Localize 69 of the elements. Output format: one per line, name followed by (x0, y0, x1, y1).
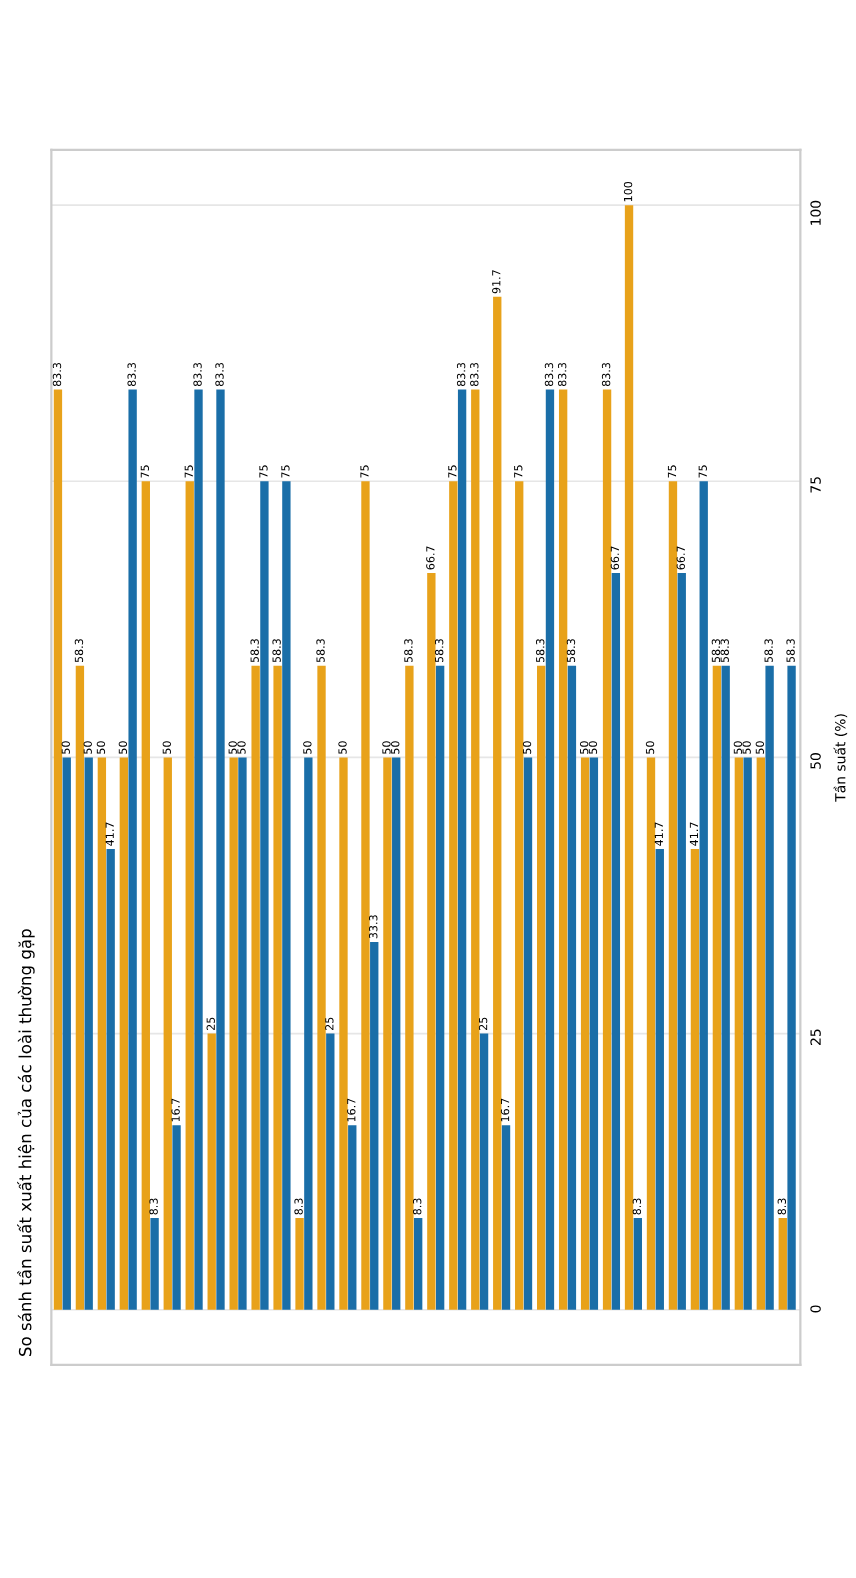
bar (778, 1218, 787, 1310)
bar (479, 1033, 489, 1310)
bar (414, 1218, 423, 1310)
bar (501, 1125, 511, 1310)
bar (611, 572, 621, 1310)
bar (282, 481, 291, 1310)
bar (602, 389, 612, 1310)
bar (317, 665, 326, 1310)
bar (787, 665, 796, 1310)
bar (589, 757, 599, 1310)
bar (523, 757, 533, 1310)
bar (84, 757, 93, 1310)
bar (734, 757, 744, 1310)
bar (172, 1125, 181, 1310)
bar (435, 665, 445, 1310)
bar (646, 757, 656, 1310)
bar (75, 665, 85, 1310)
bar (567, 665, 577, 1310)
bar (383, 757, 392, 1310)
bar (150, 1218, 159, 1310)
bar (207, 1033, 216, 1310)
bar (97, 757, 107, 1310)
bar (449, 481, 458, 1310)
bar (339, 757, 348, 1310)
bar (668, 481, 678, 1310)
bar (348, 1125, 357, 1310)
bar (194, 389, 203, 1310)
bar (304, 757, 313, 1310)
bar (405, 665, 414, 1310)
bar (238, 757, 247, 1310)
bar (273, 665, 282, 1310)
bar (119, 757, 129, 1310)
bar (427, 572, 436, 1310)
bar (62, 757, 71, 1310)
bar (106, 849, 115, 1310)
bar (624, 205, 634, 1310)
bar (721, 665, 730, 1310)
text: So sánh tần suất xuất hiện của các loài thường gặp (17, 929, 35, 1356)
bar (756, 757, 765, 1310)
bar (633, 1218, 642, 1310)
bar (471, 389, 480, 1310)
bar (580, 757, 590, 1310)
bar (515, 481, 524, 1310)
bar (457, 389, 467, 1310)
bar (326, 1033, 335, 1310)
bar (229, 757, 238, 1310)
bar (251, 665, 260, 1310)
bar (712, 665, 722, 1310)
bar (361, 481, 370, 1310)
bar (128, 389, 137, 1310)
bar (699, 481, 708, 1310)
bar (163, 757, 172, 1310)
bar (677, 572, 686, 1310)
bar (558, 389, 568, 1310)
bar (216, 389, 225, 1310)
bar (743, 757, 752, 1310)
bar (141, 481, 150, 1310)
bar (295, 1218, 304, 1310)
bar (185, 481, 194, 1310)
bar (765, 665, 774, 1310)
bar (370, 941, 379, 1310)
bar (53, 389, 63, 1310)
bar (392, 757, 401, 1310)
bar (690, 849, 700, 1310)
bar (537, 665, 546, 1310)
bar (545, 389, 555, 1310)
bar (493, 296, 502, 1310)
bar (655, 849, 664, 1310)
bar (260, 481, 269, 1310)
